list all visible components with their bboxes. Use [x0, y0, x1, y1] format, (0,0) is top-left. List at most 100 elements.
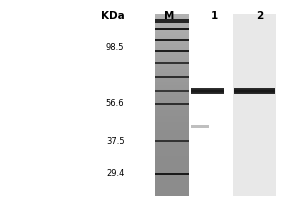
- Bar: [154, 97, 189, 98]
- Bar: [154, 146, 189, 147]
- Bar: [154, 148, 189, 149]
- Bar: [154, 41, 189, 42]
- Bar: [154, 135, 189, 136]
- Bar: [154, 36, 189, 37]
- Bar: [154, 74, 189, 75]
- Text: 29.4: 29.4: [106, 170, 124, 178]
- Bar: [154, 17, 189, 18]
- Bar: [154, 80, 189, 81]
- Bar: [232, 14, 276, 196]
- Bar: [154, 62, 189, 63]
- Bar: [154, 84, 189, 85]
- Bar: [154, 159, 189, 160]
- Bar: [154, 90, 189, 91]
- Bar: [154, 149, 189, 150]
- Bar: [154, 37, 189, 38]
- Bar: [154, 98, 189, 99]
- Bar: [154, 82, 189, 83]
- Bar: [154, 93, 189, 94]
- Bar: [154, 182, 189, 183]
- Bar: [154, 171, 189, 172]
- Bar: [154, 162, 189, 163]
- Bar: [154, 178, 189, 179]
- Bar: [154, 70, 189, 71]
- Bar: [154, 152, 189, 153]
- Bar: [154, 95, 189, 96]
- Bar: [154, 115, 189, 116]
- Bar: [154, 56, 189, 57]
- Bar: [154, 53, 189, 54]
- Bar: [154, 55, 189, 56]
- Bar: [154, 123, 189, 124]
- Bar: [154, 100, 189, 101]
- Bar: [234, 89, 274, 90]
- Bar: [154, 132, 189, 133]
- Bar: [154, 164, 189, 165]
- Bar: [154, 94, 189, 95]
- Bar: [154, 185, 189, 186]
- Bar: [154, 195, 189, 196]
- Bar: [154, 39, 189, 41]
- Bar: [154, 113, 189, 114]
- Bar: [154, 179, 189, 180]
- Bar: [154, 25, 189, 26]
- Bar: [154, 116, 189, 117]
- Bar: [154, 120, 189, 121]
- Bar: [154, 23, 189, 24]
- Bar: [154, 183, 189, 184]
- Bar: [154, 43, 189, 44]
- Bar: [154, 22, 189, 23]
- Text: KDa: KDa: [101, 11, 124, 21]
- Bar: [154, 114, 189, 115]
- Bar: [154, 87, 189, 88]
- Bar: [154, 101, 189, 102]
- Bar: [154, 28, 189, 30]
- Bar: [154, 78, 189, 79]
- Bar: [154, 170, 189, 171]
- Bar: [154, 112, 189, 113]
- Bar: [154, 19, 189, 20]
- Bar: [154, 91, 189, 92]
- Bar: [154, 30, 189, 31]
- Bar: [154, 64, 189, 65]
- Bar: [154, 75, 189, 76]
- Bar: [154, 144, 189, 145]
- Bar: [234, 93, 274, 94]
- Bar: [154, 20, 189, 21]
- Bar: [154, 15, 189, 16]
- Bar: [154, 54, 189, 55]
- Bar: [154, 156, 189, 157]
- Bar: [154, 157, 189, 158]
- Bar: [154, 34, 189, 35]
- Bar: [154, 151, 189, 152]
- Bar: [154, 187, 189, 188]
- Bar: [154, 168, 189, 169]
- Bar: [154, 110, 189, 111]
- Bar: [154, 73, 189, 74]
- Bar: [154, 109, 189, 110]
- Bar: [154, 85, 189, 86]
- Bar: [154, 136, 189, 137]
- Bar: [154, 90, 189, 92]
- Bar: [154, 176, 189, 177]
- Bar: [190, 90, 224, 91]
- Bar: [154, 31, 189, 32]
- Bar: [154, 88, 189, 89]
- Bar: [154, 134, 189, 135]
- Bar: [154, 173, 189, 174]
- Bar: [154, 79, 189, 80]
- Bar: [154, 139, 189, 140]
- Bar: [154, 99, 189, 100]
- Bar: [154, 111, 189, 112]
- Bar: [154, 103, 189, 104]
- Bar: [154, 76, 189, 77]
- Bar: [154, 16, 189, 17]
- Bar: [154, 21, 189, 22]
- Bar: [154, 83, 189, 84]
- Bar: [154, 147, 189, 148]
- Bar: [154, 62, 189, 64]
- Bar: [154, 19, 189, 23]
- Bar: [154, 194, 189, 195]
- Text: 1: 1: [211, 11, 218, 21]
- Bar: [154, 122, 189, 123]
